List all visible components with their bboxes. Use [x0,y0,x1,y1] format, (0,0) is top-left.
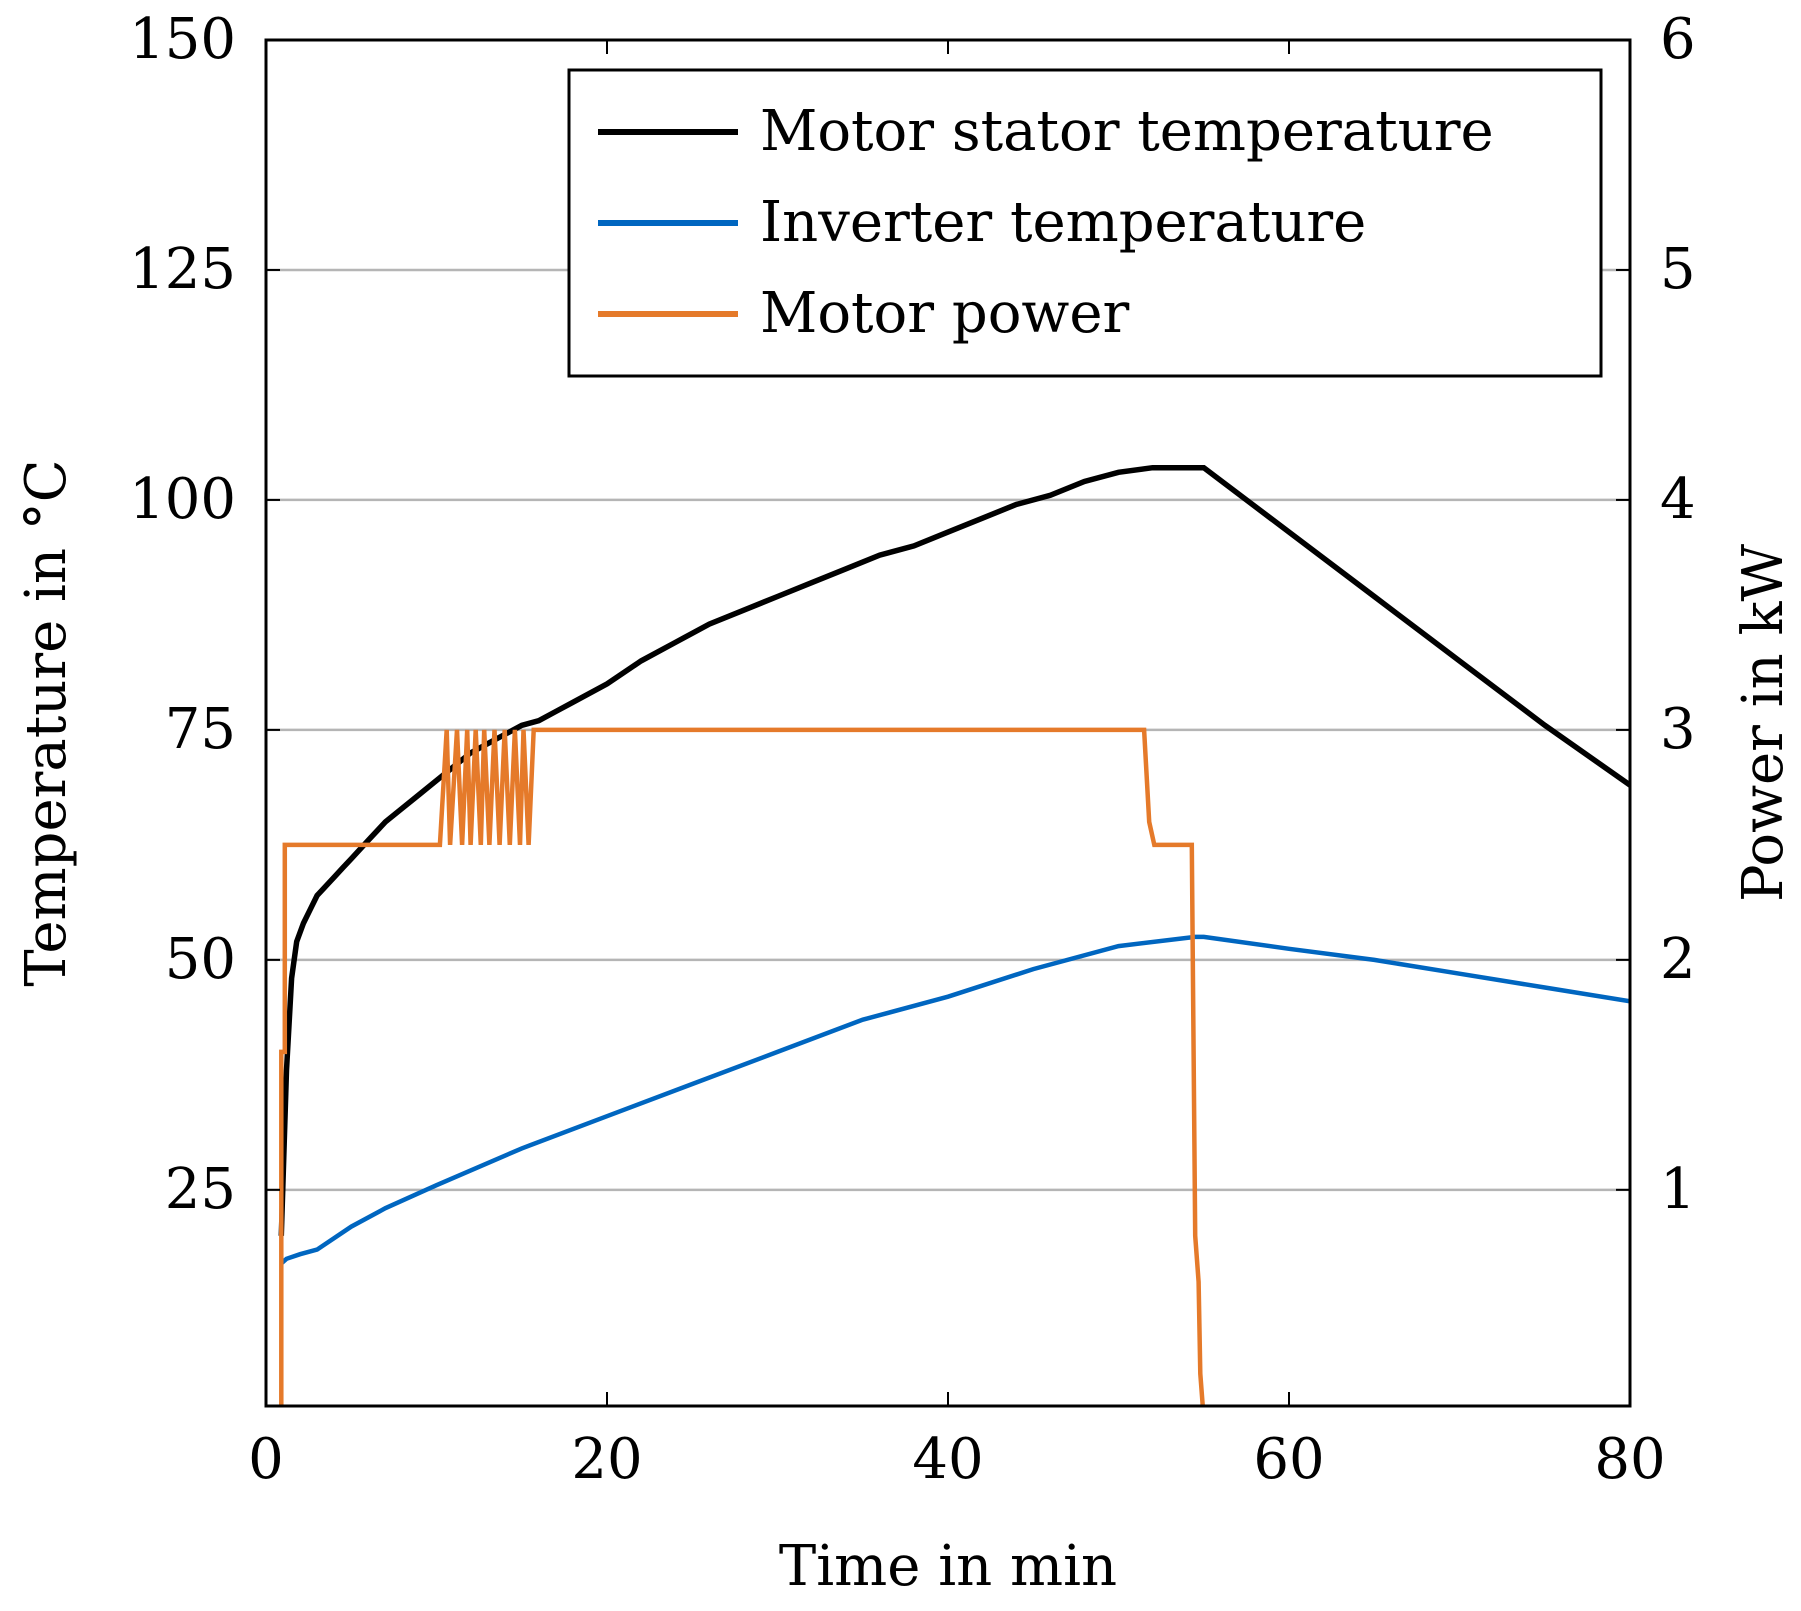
y2-tick-label-4: 4 [1660,467,1696,532]
x-tick-label-60: 60 [1253,1427,1324,1492]
y2-tick-label-1: 1 [1660,1157,1696,1222]
y-tick-label-50: 50 [165,927,236,992]
y-tick-label-25: 25 [165,1157,236,1222]
legend: Motor stator temperature Inverter tempera… [567,68,1603,378]
legend-label-motor-power: Motor power [760,281,1129,346]
x-tick-label-40: 40 [912,1427,983,1492]
y-tick-label-75: 75 [165,697,236,762]
y-axis-title: Temperature in °C [14,459,79,986]
y-tick-label-125: 125 [129,237,236,302]
legend-label-inverter-temperature: Inverter temperature [760,190,1366,255]
series-line-inverter-temperature [279,934,1630,1266]
x-tick-label-80: 80 [1594,1427,1665,1492]
y-tick-label-100: 100 [129,467,236,532]
x-tick-label-20: 20 [571,1427,642,1492]
series-line-motor-power [279,727,1206,1406]
x-axis-title: Time in min [779,1534,1117,1599]
y2-tick-label-6: 6 [1660,7,1696,72]
legend-label-motor-stator-temperature: Motor stator temperature [760,99,1494,164]
series-line-motor-stator-temperature [278,464,1630,1236]
legend-items: Motor stator temperature Inverter tempera… [598,99,1494,346]
tick-layer: 0 20 40 60 80 25 50 75 100 125 150 1 2 3 4 5 6 [129,7,1696,1492]
y2-tick-label-3: 3 [1660,697,1696,762]
y2-axis-title: Power in kW [1731,544,1796,902]
x-tick-label-0: 0 [248,1427,284,1492]
y2-tick-label-2: 2 [1660,927,1696,992]
y-tick-label-150: 150 [129,7,236,72]
series-layer [278,464,1630,1406]
legend-box [567,68,1603,378]
y2-tick-label-5: 5 [1660,237,1696,302]
